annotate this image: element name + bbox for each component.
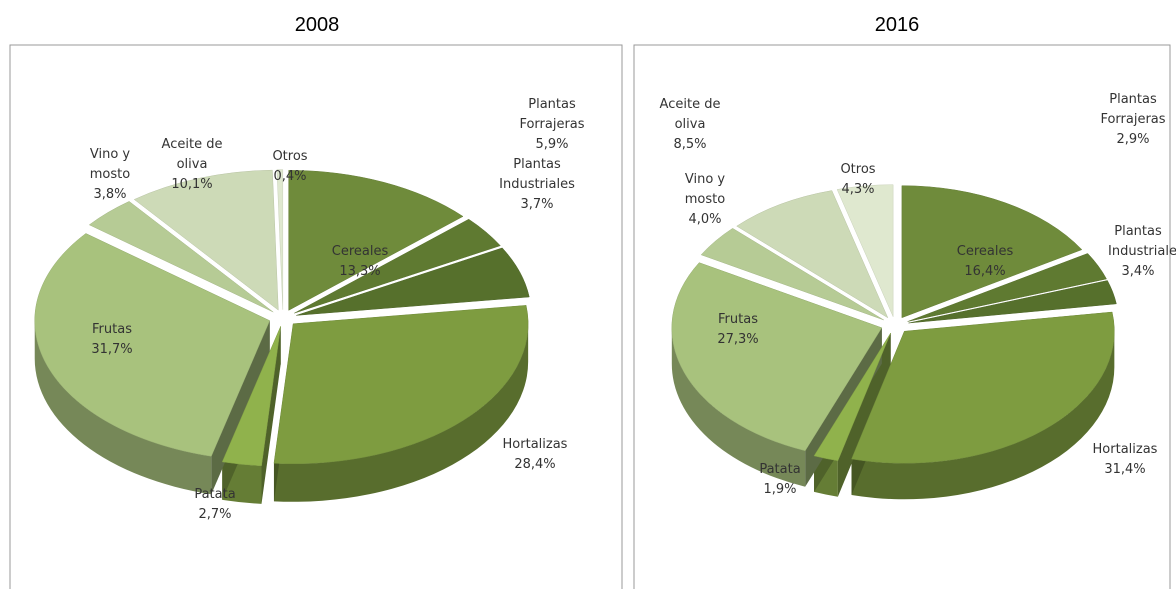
slice-label: Aceite de oliva 10,1% [152,135,232,195]
value-label: 8,5% [673,137,707,152]
value-label: 4,3% [841,182,875,197]
pie-slice [221,326,281,467]
category-label: Patata [759,462,801,477]
category-label: Plantas Forrajeras [1100,92,1166,127]
value-label: 3,4% [1121,264,1155,279]
pie-slice [276,169,284,310]
category-label: Aceite de oliva [659,97,721,132]
pie-slice [296,247,530,316]
pie-slice [88,201,274,313]
value-label: 0,4% [273,169,307,184]
category-label: Hortalizas [502,437,568,452]
slice-label: Patata 2,7% [175,485,255,525]
category-label: Vino y mosto [89,147,131,182]
pie-slice [133,169,279,311]
category-label: Plantas Industriales [1108,224,1176,259]
value-label: 31,4% [1104,462,1146,477]
pie-slice [907,253,1107,322]
value-label: 13,3% [339,264,381,279]
category-label: Cereales [331,244,389,259]
pie-slice [288,170,464,311]
category-label: Cereales [956,244,1014,259]
pie-slice [813,332,891,462]
slice-label: Hortalizas 31,4% [1075,440,1175,480]
chart-title: 2008 [294,14,340,36]
slice-label: Otros 4,3% [828,160,888,200]
slice-label: Patata 1,9% [740,460,820,500]
slice-label: Plantas Industriales 3,7% [487,155,587,215]
slice-label: Otros 0,4% [260,147,320,187]
pie-slice [34,233,271,457]
chart-title: 2016 [874,14,920,36]
category-label: Aceite de oliva [161,137,223,172]
category-label: Hortalizas [1092,442,1158,457]
value-label: 2,9% [1116,132,1150,147]
pie-slice [273,305,529,464]
slice-label: Plantas Forrajeras 5,9% [502,95,602,155]
category-label: Otros [272,149,308,164]
value-label: 27,3% [717,332,759,347]
pie-slice [908,280,1117,324]
slice-edge [211,320,270,495]
value-label: 4,0% [688,212,722,227]
slice-label: Cereales 16,4% [945,242,1025,282]
slice-side [671,327,806,487]
category-label: Otros [840,162,876,177]
slice-label: Plantas Industriales 3,4% [1108,222,1176,282]
value-label: 1,9% [763,482,797,497]
pie-slice [294,218,501,314]
slice-label: Frutas 27,3% [698,310,778,350]
pie-slice [700,228,884,321]
pie-slice [736,190,889,319]
slice-label: Frutas 31,7% [72,320,152,360]
category-label: Frutas [718,312,758,327]
slice-label: Hortalizas 28,4% [485,435,585,475]
slice-label: Cereales 13,3% [320,242,400,282]
category-label: Plantas Forrajeras [519,97,585,132]
pie-slice [851,311,1115,464]
slice-side [34,320,212,495]
category-label: Patata [194,487,236,502]
value-label: 3,7% [520,197,554,212]
value-label: 5,9% [535,137,569,152]
slice-label: Aceite de oliva 8,5% [650,95,730,155]
panel-border [633,44,1171,589]
slice-side [851,331,1115,500]
pie-slice [836,184,894,317]
value-label: 16,4% [964,264,1006,279]
value-label: 28,4% [514,457,556,472]
category-label: Vino y mosto [684,172,726,207]
value-label: 3,8% [93,187,127,202]
pie-slice [671,262,883,451]
value-label: 2,7% [198,507,232,522]
value-label: 10,1% [171,177,213,192]
pie-slice [901,185,1083,319]
category-label: Frutas [92,322,132,337]
slice-label: Plantas Forrajeras 2,9% [1088,90,1176,150]
panel-border [9,44,623,589]
slice-label: Vino y mosto 3,8% [80,145,140,205]
slice-side [273,323,529,502]
slice-label: Vino y mosto 4,0% [675,170,735,230]
category-label: Plantas Industriales [499,157,575,192]
value-label: 31,7% [91,342,133,357]
